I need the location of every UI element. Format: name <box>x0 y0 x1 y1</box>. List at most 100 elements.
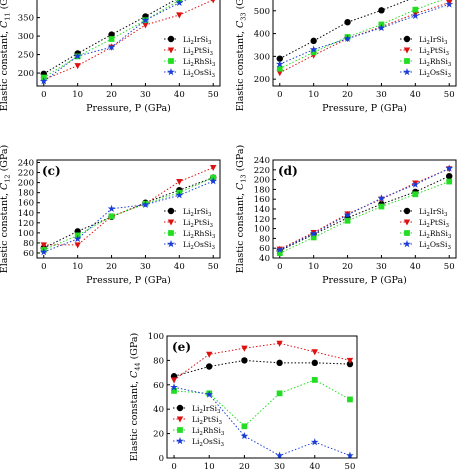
data-point <box>241 345 248 352</box>
data-point <box>276 340 283 347</box>
y-tick-label: 400 <box>254 30 270 40</box>
series-line-2 <box>43 167 214 246</box>
x-tick-label: 0 <box>277 262 282 272</box>
legend-label: Li2RhSi3 <box>419 57 452 68</box>
data-point <box>344 217 351 224</box>
legend-label: Li2IrSi3 <box>419 35 448 46</box>
y-tick-label: 100 <box>18 229 34 239</box>
data-point <box>170 377 178 384</box>
data-point <box>74 242 81 249</box>
x-tick-label: 50 <box>444 90 455 100</box>
x-tick-label: 0 <box>171 462 176 472</box>
data-point <box>276 359 283 367</box>
data-point <box>176 12 183 19</box>
legend-marker <box>177 427 183 433</box>
data-point <box>142 22 149 29</box>
data-point <box>73 234 82 243</box>
x-tick-label: 20 <box>239 462 250 472</box>
x-axis-title: Pressure, P (GPa) <box>322 275 407 286</box>
panel-label: (e) <box>172 340 191 354</box>
legend-marker <box>167 240 175 248</box>
y-tick-label: 180 <box>254 185 270 195</box>
y-tick-label: 40 <box>259 254 270 264</box>
data-point <box>276 390 283 397</box>
data-point <box>73 52 82 60</box>
x-tick-label: 30 <box>274 462 285 472</box>
data-point <box>39 247 48 256</box>
data-point <box>311 377 318 383</box>
y-axis-title: Elastic constant, C12 (GPa) <box>0 145 12 273</box>
legend-label: Li2PtSi3 <box>183 46 214 57</box>
data-point <box>445 0 454 8</box>
y-tick-label: 220 <box>18 169 34 179</box>
y-tick-label: 500 <box>254 7 270 17</box>
plot-frame <box>36 159 221 259</box>
y-tick-label: 200 <box>254 75 270 85</box>
y-tick-label: 60 <box>23 249 34 259</box>
plot-frame <box>272 0 457 87</box>
data-point <box>377 194 386 202</box>
legend-label: Li2RhSi3 <box>192 426 225 437</box>
data-point <box>276 65 283 72</box>
data-point <box>343 34 352 42</box>
legend-label: Li2OsSi3 <box>183 68 215 79</box>
x-tick-label: 10 <box>308 90 319 100</box>
y-tick-label: 300 <box>18 32 34 42</box>
data-point <box>445 164 454 172</box>
x-tick-label: 10 <box>204 462 215 472</box>
chart-panel-5: 0 10 20 30 40 50 0 20 40 60 80 100 (e) Elastic consta… <box>129 332 358 472</box>
x-tick-label: 40 <box>174 262 185 272</box>
x-axis-title: Pressure, P (GPa) <box>322 103 407 114</box>
legend-label: Li2IrSi3 <box>192 404 221 415</box>
legend-label: Li2PtSi3 <box>183 218 214 229</box>
x-tick-label: 0 <box>277 90 282 100</box>
chart-panel-1: 0 10 20 30 40 50 200 250 300 350 Pressure, P (GPa)… <box>0 0 221 114</box>
y-tick-label: 60 <box>153 381 164 391</box>
data-point <box>74 63 81 70</box>
legend-marker <box>403 207 411 215</box>
x-axis-title: Pressure, P (GPa) <box>86 275 171 286</box>
series-group <box>275 164 454 256</box>
x-tick-label: 20 <box>342 90 353 100</box>
chart-panel-2: 0 10 20 30 40 50 200 300 400 500 Pressure, P (GPa)… <box>235 0 457 114</box>
data-point <box>347 396 353 403</box>
y-axis-title: Elastic constant, C11 (GPa) <box>0 0 12 111</box>
legend-marker <box>176 416 184 423</box>
x-tick-label: 50 <box>208 90 219 100</box>
data-point <box>210 164 217 172</box>
legend-label: Li2IrSi3 <box>183 35 212 46</box>
legend-label: Li2PtSi3 <box>419 218 450 229</box>
data-point <box>346 357 354 364</box>
x-tick-label: 40 <box>410 90 421 100</box>
legend-marker <box>404 230 410 236</box>
series-line-1 <box>43 0 177 75</box>
y-tick-label: 100 <box>254 225 270 235</box>
legend-marker <box>168 230 174 236</box>
series-line-2 <box>173 342 351 381</box>
data-point <box>378 203 385 210</box>
x-tick-label: 0 <box>41 262 46 272</box>
y-tick-label: 350 <box>18 14 34 24</box>
series-line-1 <box>279 175 450 252</box>
y-tick-label: 120 <box>18 219 34 229</box>
data-point <box>412 6 419 13</box>
data-point <box>309 229 318 237</box>
y-tick-label: 80 <box>153 356 164 366</box>
series-line-4 <box>43 180 214 253</box>
data-point <box>241 423 248 430</box>
y-tick-label: 20 <box>153 430 164 440</box>
y-tick-label: 0 <box>159 454 164 464</box>
legend-label: Li2RhSi3 <box>419 229 452 240</box>
legend-marker <box>403 35 411 43</box>
data-point <box>377 23 386 32</box>
data-point <box>311 359 318 367</box>
y-tick-label: 250 <box>18 51 34 61</box>
legend-marker <box>167 35 175 43</box>
series-line-2 <box>43 0 214 81</box>
series-group <box>39 0 215 85</box>
series-line-4 <box>279 167 450 251</box>
data-point <box>446 172 453 180</box>
y-tick-label: 160 <box>18 199 34 209</box>
